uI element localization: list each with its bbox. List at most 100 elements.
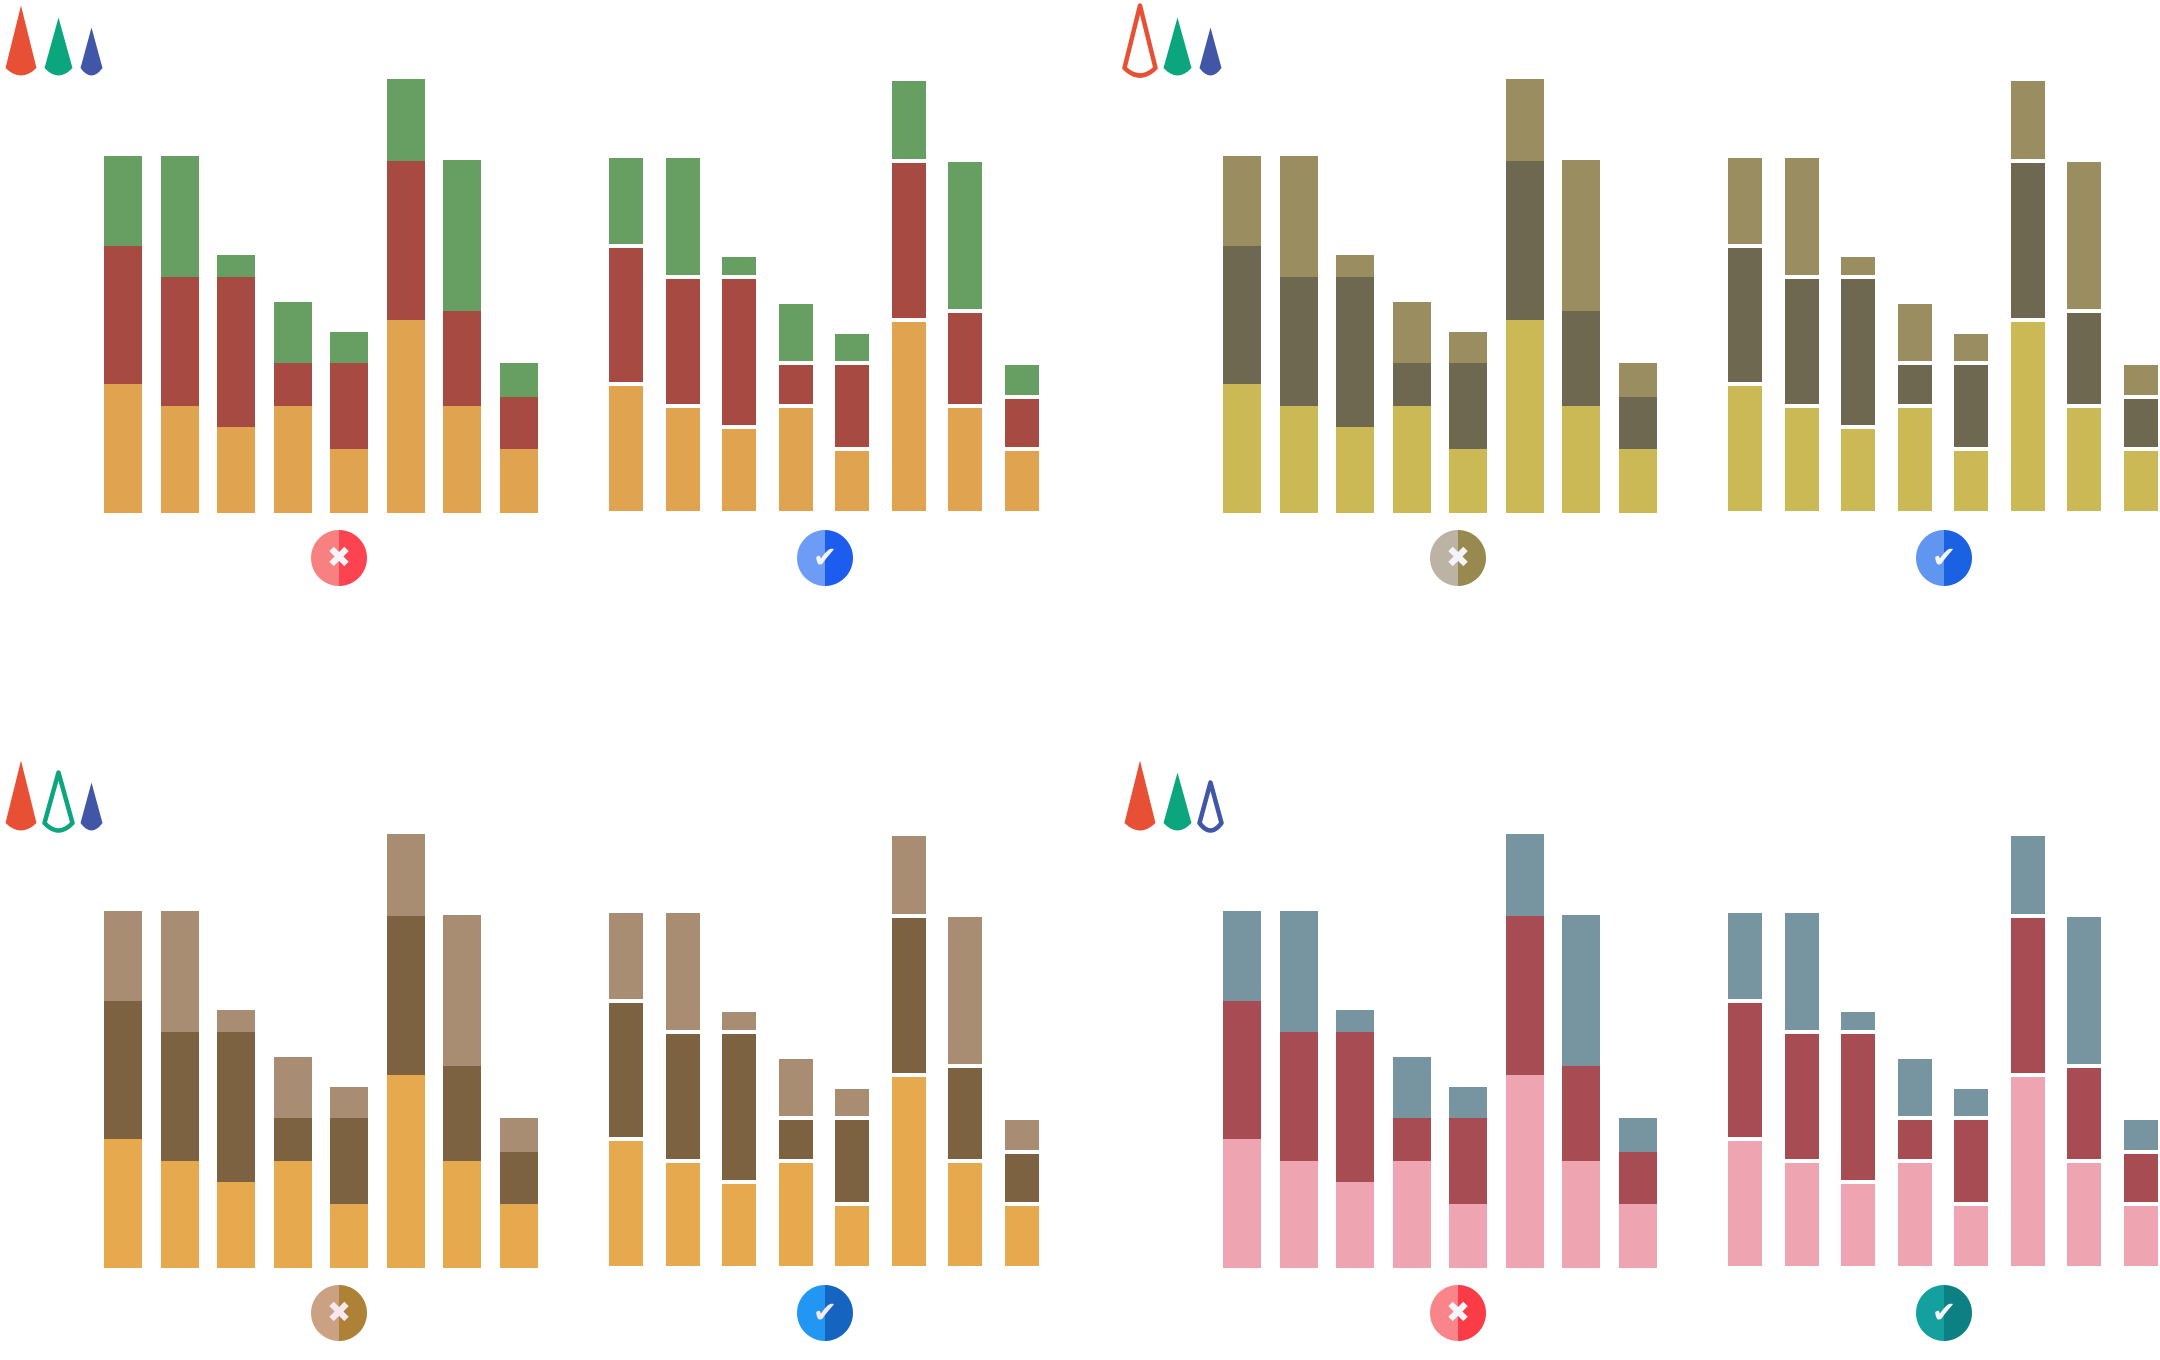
bar-segment-bottom-segment [776, 1160, 815, 1268]
x-icon: ✖ [326, 1294, 352, 1329]
bar [1895, 79, 1934, 513]
bar-segment-top-segment [499, 1117, 538, 1152]
bar [1002, 79, 1041, 513]
bar [443, 79, 482, 513]
bar-segment-bottom-segment [1505, 319, 1544, 513]
bar-segment-top-segment [2065, 915, 2104, 1066]
bar-segment-top-segment [2008, 79, 2047, 161]
cone-icons [1122, 758, 1224, 834]
bar-segment-bottom-segment [663, 405, 702, 513]
bar-segment-middle-segment [1726, 1001, 1764, 1139]
bar-segment-top-segment [833, 332, 872, 363]
bar [160, 79, 199, 513]
bar-segment-top-segment [1336, 255, 1375, 277]
bar-segment-top-segment [946, 915, 985, 1066]
bar-segment-bottom-segment [1223, 1139, 1261, 1268]
x-icon: ✖ [1445, 1294, 1471, 1329]
bar-segment-middle-segment [2008, 915, 2047, 1075]
bar-segment-bottom-segment [1618, 1203, 1657, 1268]
bar [1782, 834, 1821, 1268]
bar-segment-middle-segment [1279, 276, 1318, 406]
bar-segment-middle-segment [1223, 246, 1261, 384]
bar-segment-middle-segment [833, 362, 872, 449]
bar-segment-bottom-segment [1726, 384, 1764, 513]
bar-segment-middle-segment [386, 160, 425, 320]
bar [499, 79, 538, 513]
bar-segment-top-segment [499, 362, 538, 397]
bad-example-badge: ✖ [1430, 530, 1486, 586]
m-cone-icon [1163, 772, 1192, 831]
bar-segment-middle-segment [946, 310, 985, 406]
bar-segment-bottom-segment [386, 319, 425, 513]
bar-segment-bottom-segment [1562, 405, 1601, 513]
bar-segment-middle-segment [663, 276, 702, 406]
bar-segment-bottom-segment [607, 1139, 645, 1268]
bar-segment-middle-segment [1895, 362, 1934, 406]
bar-segment-top-segment [160, 911, 199, 1032]
bar [386, 79, 425, 513]
bar [607, 79, 645, 513]
bar-segment-middle-segment [160, 1031, 199, 1161]
bar-segment-top-segment [1279, 156, 1318, 277]
bar-segment-top-segment [1336, 1010, 1375, 1032]
bar [946, 79, 985, 513]
bar-segment-top-segment [386, 79, 425, 161]
bar-segment-top-segment [946, 160, 985, 311]
bar-segment-top-segment [443, 160, 482, 311]
bar-segment-middle-segment [330, 362, 369, 449]
bar-segment-bottom-segment [2121, 1203, 2160, 1268]
bar [1618, 79, 1657, 513]
bar [607, 834, 645, 1268]
bar-segment-middle-segment [1279, 1031, 1318, 1161]
bar [2008, 79, 2047, 513]
bar-segment-middle-segment [1223, 1001, 1261, 1139]
bar [1952, 834, 1991, 1268]
bar-segment-bottom-segment [2121, 448, 2160, 513]
bar-segment-top-segment [1726, 911, 1764, 1002]
bar [104, 79, 142, 513]
bar-segment-middle-segment [1952, 362, 1991, 449]
good-example-badge: ✔ [797, 530, 853, 586]
bar-segment-bottom-segment [2008, 1074, 2047, 1268]
bar-segment-bottom-segment [1002, 1203, 1041, 1268]
bar-segment-middle-segment [1505, 915, 1544, 1075]
bar-segment-middle-segment [160, 276, 199, 406]
bar [1449, 834, 1488, 1268]
bar-segment-top-segment [1782, 156, 1821, 277]
bar-segment-middle-segment [1726, 246, 1764, 384]
bar-segment-bottom-segment [1449, 1203, 1488, 1268]
bar [273, 79, 312, 513]
s-cone-icon [80, 27, 103, 76]
bar [1223, 79, 1261, 513]
bar-segment-middle-segment [833, 1117, 872, 1204]
bar-segment-top-segment [330, 332, 369, 363]
bar [2065, 79, 2104, 513]
stacked-bar-chart-plain [1223, 79, 1657, 513]
bar-segment-top-segment [1618, 362, 1657, 397]
bar-segment-middle-segment [1336, 276, 1375, 427]
bar-segment-bottom-segment [499, 448, 538, 513]
bar-segment-top-segment [1505, 79, 1544, 161]
bar-segment-middle-segment [776, 362, 815, 406]
bar [1562, 79, 1601, 513]
bar-segment-top-segment [720, 1010, 759, 1032]
quadrant-protanopia: ✖ ✔ [1119, 0, 2160, 605]
bar [1618, 834, 1657, 1268]
bar-segment-middle-segment [104, 246, 142, 384]
bar-segment-bottom-segment [1782, 1160, 1821, 1268]
bar [833, 79, 872, 513]
check-icon: ✔ [1931, 539, 1957, 574]
bar-segment-bottom-segment [160, 1160, 199, 1268]
bar-segment-bottom-segment [889, 319, 928, 513]
bad-example-badge: ✖ [311, 530, 367, 586]
bad-example-badge: ✖ [311, 1285, 367, 1341]
bar-segment-bottom-segment [1336, 1182, 1375, 1268]
m-cone-icon [1163, 17, 1192, 76]
bar-segment-middle-segment [2065, 1065, 2104, 1161]
check-icon: ✔ [1931, 1294, 1957, 1329]
bar-segment-bottom-segment [833, 448, 872, 513]
bar-segment-bottom-segment [104, 1139, 142, 1268]
bar-segment-middle-segment [889, 160, 928, 320]
bar-segment-middle-segment [2121, 396, 2160, 449]
